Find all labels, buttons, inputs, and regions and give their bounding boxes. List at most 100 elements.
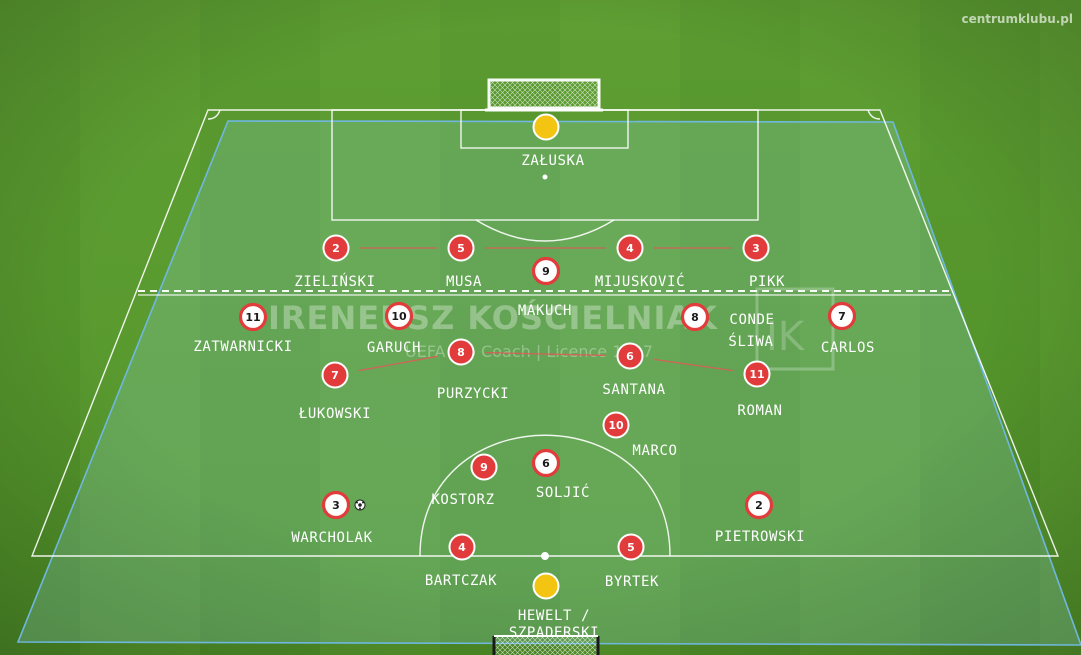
player-name: MAKUCH (518, 303, 572, 319)
player-number: 8 (691, 311, 699, 324)
player-marker[interactable] (531, 448, 561, 478)
watermark-logo-frame (755, 287, 835, 371)
goal-top (485, 78, 603, 112)
player-pikk[interactable]: 3 PIKK (742, 234, 786, 291)
player-links (358, 247, 734, 372)
player-name: ZIELIŃSKI (294, 273, 375, 290)
player-number: 2 (755, 499, 763, 512)
player-marco[interactable]: 10 MARCO (602, 411, 678, 460)
player-name: ŚLIWA (728, 332, 773, 350)
player-name: SZPADERSKI (509, 625, 599, 641)
player-marker[interactable] (321, 490, 351, 520)
corner-arc-tl (207, 109, 221, 120)
player-number: 4 (626, 242, 634, 255)
player-marker[interactable] (531, 256, 561, 286)
player-name: ŁUKOWSKI (298, 406, 371, 422)
player-carlos[interactable]: 7 CARLOS (821, 301, 875, 357)
highlight-area (16, 120, 1081, 646)
player-name: ZATWARNICKI (193, 339, 292, 355)
player-number: 5 (627, 541, 635, 554)
player-marker[interactable] (384, 301, 414, 331)
player-marker[interactable] (238, 302, 268, 332)
player-name: KOSTORZ (431, 492, 494, 508)
player-number: 11 (749, 368, 764, 381)
player-marker[interactable] (616, 234, 644, 262)
keeper-marker[interactable] (532, 113, 560, 141)
player-name: PIKK (749, 274, 785, 290)
player-bartczak[interactable]: 4 BARTCZAK (425, 533, 497, 590)
penalty-arc-top (475, 219, 615, 242)
player-roman[interactable]: 11 ROMAN (737, 360, 782, 420)
player-santana[interactable]: 6 SANTANA (602, 342, 665, 399)
player-purzycki[interactable]: 8 PURZYCKI (437, 338, 509, 403)
player-number: 3 (332, 499, 340, 512)
player-number: 9 (480, 461, 488, 474)
player-marker[interactable] (680, 302, 710, 332)
player-link-line (358, 355, 438, 372)
player-soljic[interactable]: 6 SOLJIĆ (531, 448, 591, 502)
player-pietrowski[interactable]: 2 PIETROWSKI (715, 490, 805, 546)
player-sliwa[interactable]: ŚLIWA (728, 332, 773, 350)
players: ZAŁUSKA 2 ZIELIŃSKI 5 MUSA 4 MIJUSKOVIĆ 3 PIKK 9 M… (193, 113, 875, 641)
watermark-subtitle: UEFA Pro Coach | Licence 1227 (405, 342, 653, 361)
player-makuch[interactable]: 9 MAKUCH (518, 256, 572, 320)
player-link-line (484, 351, 607, 357)
player-zatwarnicki[interactable]: 11 ZATWARNICKI (193, 302, 292, 356)
watermark-name: IRENEUSZ KOŚCIELNIAK (268, 298, 718, 337)
player-zielinski[interactable]: 2 ZIELIŃSKI (294, 234, 375, 291)
player-name: BYRTEK (605, 574, 659, 590)
player-lukowski[interactable]: 7 ŁUKOWSKI (298, 361, 371, 423)
player-marker[interactable] (742, 234, 770, 262)
player-number: 10 (608, 419, 624, 432)
player-zaluska[interactable]: ZAŁUSKA (521, 113, 584, 170)
player-marker[interactable] (322, 234, 350, 262)
player-name: SANTANA (602, 382, 665, 398)
player-number: 9 (542, 265, 550, 278)
site-credit: centrumklubu.pl (961, 12, 1073, 26)
player-number: 6 (542, 457, 550, 470)
player-name: MIJUSKOVIĆ (595, 272, 685, 290)
player-warcholak[interactable]: 3 WARCHOLAK (291, 490, 372, 547)
player-name: HEWELT / (518, 608, 590, 624)
player-marker[interactable] (448, 533, 476, 561)
player-marker[interactable] (827, 301, 857, 331)
watermark-logo: IK (766, 314, 806, 360)
soccer-ball-icon (354, 499, 366, 511)
player-marker[interactable] (447, 234, 475, 262)
player-marker[interactable] (744, 490, 774, 520)
player-number: 5 (457, 242, 465, 255)
player-mijuskovic[interactable]: 4 MIJUSKOVIĆ (595, 234, 685, 291)
player-name: CARLOS (821, 340, 875, 356)
player-number: 7 (331, 369, 339, 382)
player-name: ROMAN (737, 403, 782, 419)
player-name: CONDE (729, 312, 774, 328)
center-circle-half (419, 434, 671, 557)
player-marker[interactable] (616, 342, 644, 370)
keeper-marker[interactable] (532, 572, 560, 600)
player-name: MUSA (446, 274, 482, 290)
player-garuch[interactable]: 10 GARUCH (367, 301, 421, 357)
center-spot (541, 552, 549, 560)
player-number: 8 (457, 346, 465, 359)
player-name: BARTCZAK (425, 573, 497, 589)
player-szpaderski[interactable]: SZPADERSKI (509, 625, 599, 641)
player-kostorz[interactable]: 9 KOSTORZ (431, 453, 498, 509)
player-number: 4 (458, 541, 466, 554)
player-hewelt[interactable]: HEWELT / (518, 572, 590, 625)
player-number: 3 (752, 242, 760, 255)
player-marker[interactable] (447, 338, 475, 366)
player-number: 2 (332, 242, 340, 255)
player-marker[interactable] (617, 533, 645, 561)
player-marker[interactable] (470, 453, 498, 481)
player-number: 11 (245, 311, 260, 324)
player-musa[interactable]: 5 MUSA (446, 234, 482, 291)
player-name: PIETROWSKI (715, 529, 805, 545)
player-byrtek[interactable]: 5 BYRTEK (605, 533, 659, 591)
player-conde[interactable]: 8 CONDE (680, 302, 775, 332)
player-marker[interactable] (743, 360, 771, 388)
player-name: WARCHOLAK (291, 530, 372, 546)
player-number: 10 (391, 310, 407, 323)
player-marker[interactable] (602, 411, 630, 439)
player-marker[interactable] (321, 361, 349, 389)
